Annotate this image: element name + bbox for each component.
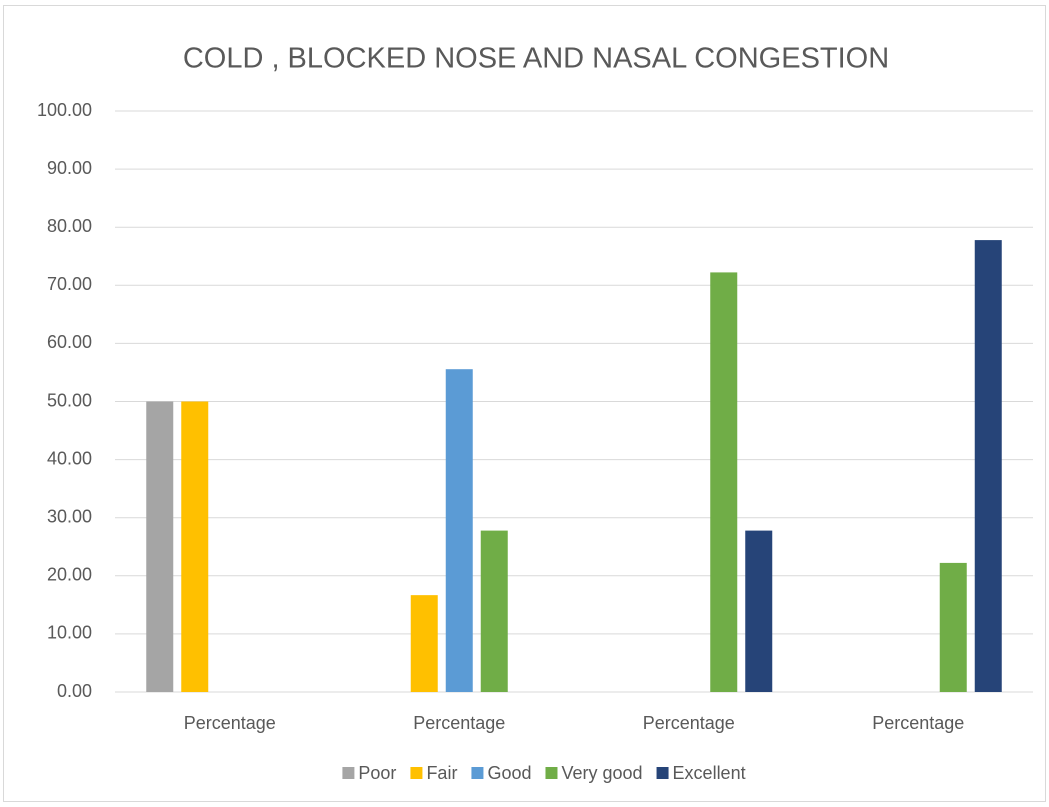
- y-tick-label: 70.00: [47, 274, 92, 294]
- x-tick-label: Percentage: [413, 713, 505, 733]
- legend-swatch: [471, 767, 484, 779]
- bar: [146, 401, 174, 692]
- bar: [445, 369, 473, 692]
- y-tick-label: 40.00: [47, 448, 92, 468]
- legend-label: Very good: [561, 763, 642, 783]
- legend-label: Good: [487, 763, 531, 783]
- bar: [410, 595, 438, 692]
- legend-swatch: [545, 767, 558, 779]
- legend-swatch: [656, 767, 669, 779]
- legend-swatch: [410, 767, 423, 779]
- y-tick-label: 30.00: [47, 506, 92, 526]
- legend-label: Excellent: [673, 763, 746, 783]
- bar: [745, 530, 773, 692]
- y-tick-label: 60.00: [47, 332, 92, 352]
- x-tick-label: Percentage: [872, 713, 964, 733]
- x-tick-label: Percentage: [643, 713, 735, 733]
- bar: [939, 562, 967, 692]
- y-tick-label: 10.00: [47, 623, 92, 643]
- y-tick-label: 0.00: [57, 681, 92, 701]
- bar: [480, 530, 508, 692]
- chart-title: COLD , BLOCKED NOSE AND NASAL CONGESTION: [183, 43, 889, 75]
- x-tick-label: Percentage: [184, 713, 276, 733]
- y-tick-label: 100.00: [37, 100, 92, 120]
- bar: [974, 240, 1002, 692]
- y-tick-label: 20.00: [47, 565, 92, 585]
- bar: [710, 272, 738, 692]
- y-tick-label: 50.00: [47, 390, 92, 410]
- bar: [181, 401, 209, 692]
- y-tick-label: 90.00: [47, 158, 92, 178]
- legend-label: Fair: [426, 763, 457, 783]
- legend-swatch: [342, 767, 355, 779]
- legend-label: Poor: [358, 763, 396, 783]
- chart-border: [3, 5, 1046, 802]
- y-tick-label: 80.00: [47, 216, 92, 236]
